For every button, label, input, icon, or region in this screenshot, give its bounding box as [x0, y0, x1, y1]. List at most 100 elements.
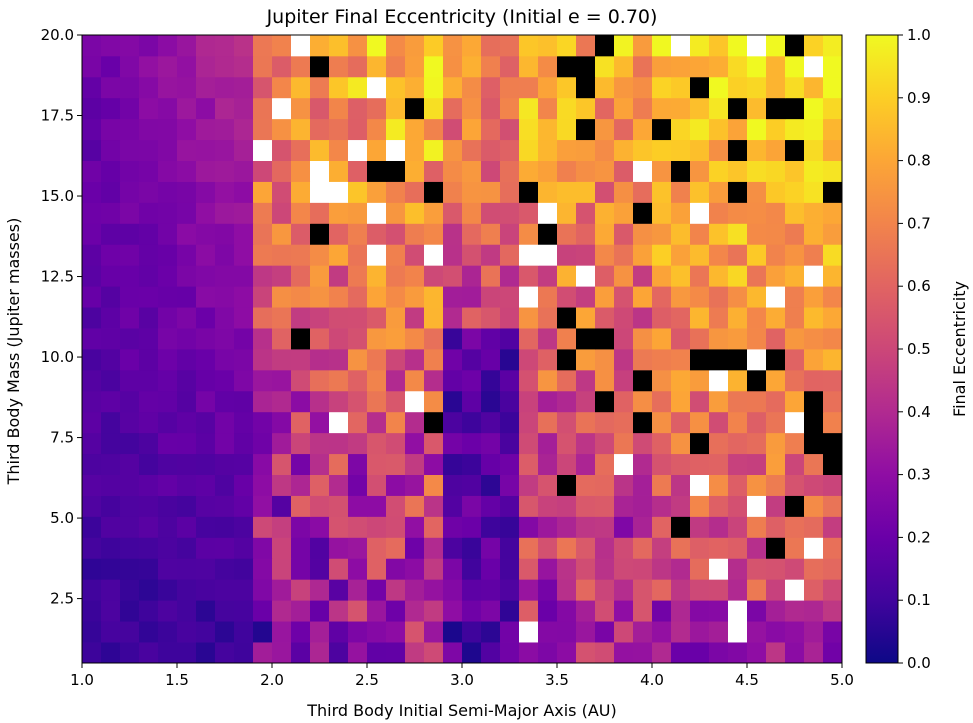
- x-tick-label: 3.0: [450, 671, 474, 689]
- heatmap-cell: [500, 76, 520, 99]
- heatmap-cell: [728, 35, 748, 57]
- heatmap-cell: [215, 76, 235, 99]
- heatmap-cell: [215, 516, 235, 538]
- heatmap-cell: [614, 160, 634, 182]
- heatmap-cell: [120, 265, 140, 287]
- heatmap-cell: [595, 621, 615, 643]
- heatmap-cell: [253, 474, 273, 496]
- heatmap-cell: [823, 516, 843, 538]
- heatmap-cell: [728, 642, 748, 664]
- heatmap-cell: [614, 432, 634, 455]
- heatmap-cell: [728, 76, 748, 99]
- heatmap-cell: [177, 55, 197, 78]
- heatmap-cell: [728, 600, 748, 622]
- heatmap-cell: [595, 139, 615, 161]
- heatmap-cell: [766, 76, 786, 99]
- heatmap-cell: [766, 265, 786, 287]
- heatmap-cell: [633, 139, 653, 161]
- heatmap-cell: [367, 76, 387, 99]
- heatmap-cell: [823, 35, 843, 57]
- heatmap-cell: [690, 202, 710, 224]
- heatmap-cell: [557, 432, 577, 455]
- heatmap-cell: [519, 76, 539, 99]
- heatmap-cell: [329, 621, 349, 643]
- heatmap-cell: [443, 328, 463, 350]
- heatmap-cell: [139, 286, 159, 308]
- heatmap-cell: [595, 160, 615, 182]
- heatmap-cell: [804, 118, 824, 141]
- heatmap-cell: [823, 369, 843, 392]
- heatmap-cell: [500, 579, 520, 601]
- heatmap-cell: [652, 265, 672, 287]
- heatmap-cell: [215, 97, 235, 120]
- heatmap-cell: [747, 474, 767, 496]
- colorbar-tick-label: 0.0: [907, 654, 931, 672]
- heatmap-cell: [405, 35, 425, 57]
- heatmap-cell: [481, 202, 501, 224]
- heatmap-cell: [804, 432, 824, 455]
- heatmap-cell: [481, 160, 501, 182]
- heatmap-cell: [652, 390, 672, 413]
- heatmap-cell: [291, 600, 311, 622]
- heatmap-cell: [120, 537, 140, 559]
- heatmap-cell: [728, 432, 748, 455]
- heatmap-cell: [557, 328, 577, 350]
- heatmap-cell: [82, 328, 102, 350]
- heatmap-cell: [139, 516, 159, 538]
- heatmap-cell: [367, 265, 387, 287]
- heatmap-cell: [633, 558, 653, 580]
- heatmap-cell: [671, 432, 691, 455]
- heatmap-cell: [576, 202, 596, 224]
- heatmap-cell: [595, 55, 615, 78]
- heatmap-cell: [310, 432, 330, 455]
- heatmap-cell: [139, 181, 159, 203]
- heatmap-cell: [234, 411, 254, 434]
- heatmap-cell: [386, 328, 406, 350]
- heatmap-cell: [215, 642, 235, 664]
- heatmap-cell: [538, 35, 558, 57]
- heatmap-cell: [386, 160, 406, 182]
- heatmap-cell: [139, 202, 159, 224]
- heatmap-cell: [747, 642, 767, 664]
- heatmap-cell: [310, 495, 330, 517]
- heatmap-cell: [310, 160, 330, 182]
- heatmap-cell: [424, 181, 444, 203]
- heatmap-cell: [576, 76, 596, 99]
- heatmap-cell: [728, 579, 748, 601]
- heatmap-cell: [481, 516, 501, 538]
- heatmap-cell: [348, 369, 368, 392]
- heatmap-cell: [804, 181, 824, 203]
- heatmap-cell: [633, 516, 653, 538]
- heatmap-cell: [424, 55, 444, 78]
- heatmap-cell: [785, 621, 805, 643]
- heatmap-cell: [690, 55, 710, 78]
- heatmap-cell: [690, 349, 710, 371]
- heatmap-cell: [557, 55, 577, 78]
- heatmap-cell: [443, 537, 463, 559]
- heatmap-cell: [367, 223, 387, 245]
- heatmap-cell: [253, 453, 273, 475]
- heatmap-cell: [82, 265, 102, 287]
- heatmap-cell: [462, 579, 482, 601]
- heatmap-cell: [424, 432, 444, 455]
- x-tick-label: 1.5: [165, 671, 189, 689]
- heatmap-cell: [690, 642, 710, 664]
- heatmap-cell: [671, 139, 691, 161]
- heatmap-cell: [272, 139, 292, 161]
- heatmap-cell: [424, 265, 444, 287]
- heatmap-cell: [367, 139, 387, 161]
- heatmap-cell: [671, 495, 691, 517]
- heatmap-cell: [158, 55, 178, 78]
- heatmap-cell: [671, 244, 691, 266]
- heatmap-cell: [595, 97, 615, 120]
- heatmap-cell: [215, 328, 235, 350]
- heatmap-cell: [158, 118, 178, 141]
- heatmap-cell: [120, 244, 140, 266]
- heatmap-cell: [500, 55, 520, 78]
- heatmap-cell: [158, 307, 178, 329]
- heatmap-cell: [329, 516, 349, 538]
- heatmap-cell: [652, 579, 672, 601]
- heatmap-cell: [614, 76, 634, 99]
- heatmap-cell: [158, 453, 178, 475]
- heatmap-cell: [690, 244, 710, 266]
